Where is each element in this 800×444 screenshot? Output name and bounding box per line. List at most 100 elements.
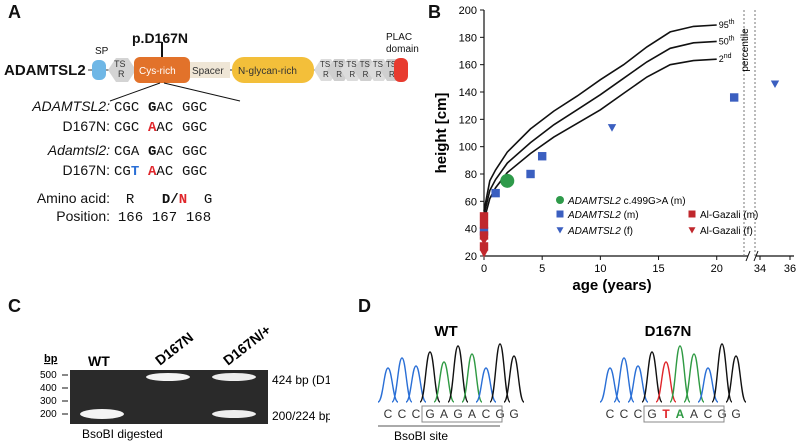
cys-rich-label: Cys-rich bbox=[139, 66, 176, 77]
growth-chart: percentile 20 40 60 80 100 120 140 160 180 200 0 5 10… bbox=[433, 5, 796, 294]
legend-entry: Al-Gazali (f) bbox=[700, 226, 753, 237]
sp-domain bbox=[92, 60, 106, 80]
base-call: A bbox=[690, 407, 698, 421]
lane-wt: WT bbox=[88, 353, 110, 369]
sequence-name: D167N: bbox=[62, 162, 110, 178]
codon: AAC bbox=[148, 164, 174, 180]
panel-c-letter: C bbox=[8, 296, 21, 316]
y-tick-label: 120 bbox=[459, 114, 477, 126]
aa-168: G bbox=[203, 192, 213, 208]
legend-entry: ADAMTSL2 (f) bbox=[567, 226, 633, 237]
position-167: 167 bbox=[151, 210, 178, 226]
gene-name: ADAMTSL2 bbox=[4, 62, 86, 79]
cys-rich-domain bbox=[134, 57, 190, 83]
percentile-label: percentile bbox=[740, 28, 751, 72]
data-point bbox=[479, 231, 489, 240]
y-tick-label: 20 bbox=[465, 251, 477, 263]
legend-entry: ADAMTSL2 c.499G>A (m) bbox=[567, 196, 686, 207]
axis-break bbox=[753, 250, 759, 262]
percentile-curve-label: 95th bbox=[719, 19, 735, 30]
svg-text:TS: TS bbox=[373, 60, 383, 69]
base-call: C bbox=[412, 407, 421, 421]
data-point bbox=[479, 220, 489, 229]
base-call: G bbox=[717, 407, 726, 421]
trace-peak bbox=[461, 353, 483, 403]
het-lower-band bbox=[212, 410, 256, 418]
plac-label-1: PLAC bbox=[386, 32, 412, 43]
svg-text:R: R bbox=[336, 70, 342, 79]
x-tick-label: 20 bbox=[711, 263, 723, 275]
data-point bbox=[479, 249, 489, 258]
plac-label-2: domain bbox=[386, 44, 419, 55]
ladder-400: 400 bbox=[40, 383, 57, 394]
mutant-title: D167N bbox=[645, 323, 692, 340]
data-point bbox=[607, 124, 617, 132]
svg-text:R: R bbox=[349, 70, 355, 79]
base-call: C bbox=[398, 407, 407, 421]
trace-peak bbox=[641, 351, 663, 403]
svg-text:TS: TS bbox=[386, 60, 396, 69]
codon: AAC bbox=[148, 120, 174, 136]
aa-sep: / bbox=[170, 192, 179, 208]
d167n-upper-band bbox=[146, 373, 190, 381]
base-call: G bbox=[731, 407, 740, 421]
y-tick-label: 100 bbox=[459, 142, 477, 154]
sp-label: SP bbox=[95, 46, 109, 57]
codon: GGC bbox=[182, 120, 208, 136]
ladder-200: 200 bbox=[40, 409, 57, 420]
percentile-curve bbox=[483, 58, 717, 221]
gel-caption: BsoBI digested bbox=[82, 427, 163, 441]
sequence-name: ADAMTSL2: bbox=[32, 98, 110, 114]
codon: GGC bbox=[182, 144, 208, 160]
y-tick-label: 160 bbox=[459, 60, 477, 72]
data-point bbox=[479, 212, 489, 221]
plac-domain bbox=[394, 58, 408, 82]
x-tick-label: 36 bbox=[784, 263, 796, 275]
svg-text:TS: TS bbox=[333, 60, 343, 69]
percentile-curve bbox=[483, 24, 717, 212]
trace-peak bbox=[419, 351, 441, 403]
spacer-label: Spacer bbox=[192, 66, 224, 77]
sequence-name: D167N: bbox=[62, 118, 110, 134]
svg-text:TS: TS bbox=[320, 60, 330, 69]
data-point bbox=[556, 196, 564, 204]
data-point bbox=[688, 227, 696, 234]
data-point bbox=[479, 245, 489, 254]
wt-title: WT bbox=[434, 323, 457, 340]
data-point bbox=[770, 80, 780, 88]
data-point bbox=[688, 210, 696, 218]
svg-text:R: R bbox=[389, 70, 395, 79]
base-call: G bbox=[647, 407, 656, 421]
wt-lower-band bbox=[80, 409, 124, 419]
band-upper-label: 424 bp (D167N) bbox=[272, 373, 330, 387]
data-point bbox=[500, 173, 515, 188]
data-point bbox=[479, 237, 489, 246]
trace-peak bbox=[489, 343, 511, 403]
base-call: C bbox=[606, 407, 615, 421]
y-axis-label: height [cm] bbox=[433, 93, 450, 174]
percentile-curve-label: 2nd bbox=[719, 53, 732, 64]
data-point bbox=[537, 152, 547, 161]
ladder-500: 500 bbox=[40, 370, 57, 381]
svg-text:TS: TS bbox=[346, 60, 356, 69]
codon: GGC bbox=[182, 100, 208, 116]
sequence-name: Adamtsl2: bbox=[47, 142, 110, 158]
data-point bbox=[556, 227, 564, 234]
panel-d-letter: D bbox=[358, 296, 371, 316]
data-point bbox=[729, 93, 739, 102]
sequence-row: Adamtsl2: CGA GAC GGC bbox=[14, 142, 216, 160]
y-tick-label: 40 bbox=[465, 224, 477, 236]
lane-het: D167N/+ bbox=[220, 321, 274, 368]
bp-label: bp bbox=[44, 353, 58, 365]
lane-d167n: D167N bbox=[152, 329, 196, 368]
base-call: C bbox=[482, 407, 491, 421]
het-upper-band bbox=[212, 373, 256, 381]
gel-figure: bp 500 400 300 200 WT D167N D167N/+ 424 … bbox=[40, 321, 330, 441]
data-point bbox=[526, 169, 535, 179]
x-tick-label: 15 bbox=[652, 263, 664, 275]
y-tick-label: 200 bbox=[459, 5, 477, 17]
svg-text:R: R bbox=[118, 69, 125, 79]
trace-peak bbox=[711, 343, 733, 403]
base-call: G bbox=[495, 407, 504, 421]
y-tick-label: 60 bbox=[465, 196, 477, 208]
